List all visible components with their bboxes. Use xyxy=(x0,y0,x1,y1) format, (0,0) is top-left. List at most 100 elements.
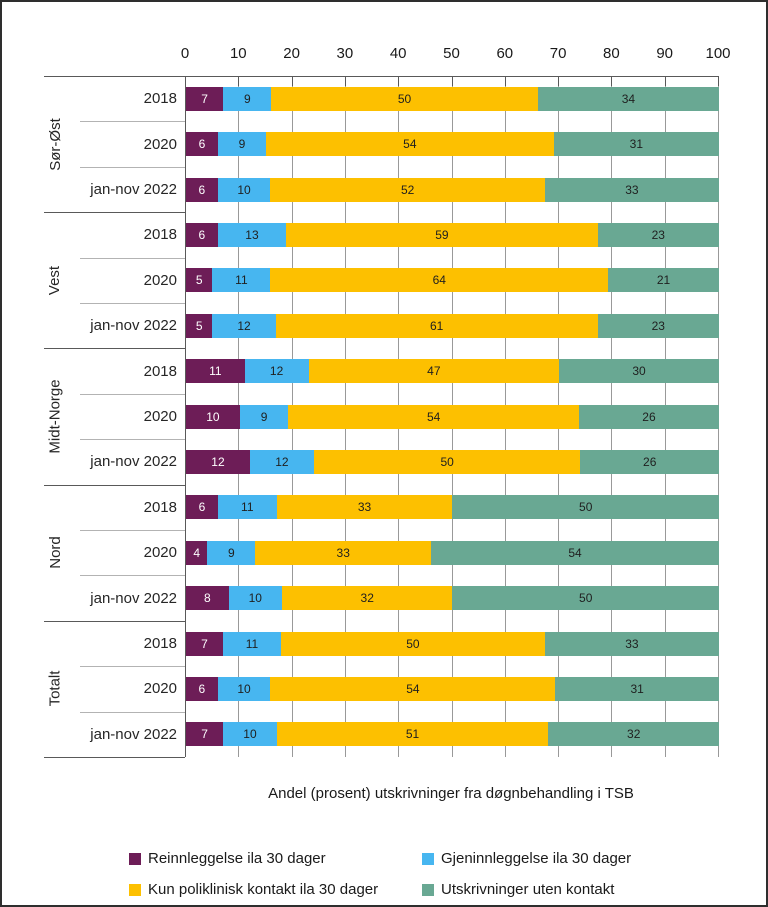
bar-segment: 9 xyxy=(223,86,272,111)
bar-segment: 13 xyxy=(217,222,287,247)
bar-segment: 11 xyxy=(186,359,245,384)
row-separator xyxy=(80,575,185,577)
bar-segment: 11 xyxy=(217,495,277,520)
bar-segment: 54 xyxy=(431,540,719,565)
bar-segment: 59 xyxy=(286,222,598,247)
row-separator xyxy=(80,530,185,531)
axis-tick xyxy=(611,76,613,86)
axis-tick xyxy=(291,76,293,86)
group-separator xyxy=(44,348,185,350)
group-label-text: Totalt xyxy=(46,670,64,707)
bar-segment: 21 xyxy=(608,268,719,293)
bar-segment: 12 xyxy=(186,449,250,474)
row-label: jan-nov 2022 xyxy=(90,453,177,471)
bar-segment: 10 xyxy=(217,177,271,202)
group-label-text: Vest xyxy=(46,265,64,295)
bar-segment: 23 xyxy=(597,313,719,338)
bar-segment: 9 xyxy=(217,132,266,157)
row-label: 2018 xyxy=(143,362,177,380)
bar-segment: 51 xyxy=(276,722,549,747)
bar-segment: 6 xyxy=(186,676,218,701)
bar-segment: 50 xyxy=(280,631,545,656)
x-tick-label: 80 xyxy=(603,45,620,62)
bar-segment: 50 xyxy=(271,86,538,111)
bar-segment: 6 xyxy=(186,177,218,202)
group-separator xyxy=(44,484,185,486)
axis-tick xyxy=(398,76,400,86)
bar-segment: 12 xyxy=(244,359,309,384)
bar-segment: 26 xyxy=(580,449,719,474)
bar-row: 4 9 33 54 xyxy=(186,540,719,565)
bar-row: 8 10 32 50 xyxy=(186,586,719,611)
x-axis-title: Andel (prosent) utskrivninger fra døgnbe… xyxy=(268,785,634,802)
bar-segment: 6 xyxy=(186,222,218,247)
axis-tick xyxy=(185,76,186,86)
bar-row: 6 9 54 31 xyxy=(186,132,719,157)
row-label: 2018 xyxy=(143,498,177,516)
bar-row: 7 10 51 32 xyxy=(186,722,719,747)
bar-segment: 32 xyxy=(548,722,719,747)
x-tick-label: 10 xyxy=(229,45,247,62)
group-separator xyxy=(44,212,185,214)
bar-segment: 52 xyxy=(270,177,545,202)
row-label: 2020 xyxy=(143,407,177,425)
bar-segment: 4 xyxy=(186,540,208,565)
axis-tick xyxy=(504,76,506,86)
row-separator xyxy=(80,303,185,304)
row-label: 2018 xyxy=(143,634,177,652)
bar-segment: 34 xyxy=(537,86,719,111)
bar-segment: 12 xyxy=(249,449,314,474)
bar-segment: 7 xyxy=(186,631,223,656)
bar-row: 6 13 59 23 xyxy=(186,222,719,247)
bar-segment: 33 xyxy=(276,495,453,520)
row-separator xyxy=(80,711,185,713)
bar-segment: 10 xyxy=(186,404,240,429)
bar-row: 6 10 54 31 xyxy=(186,676,719,701)
x-tick-label: 20 xyxy=(283,45,300,62)
x-tick-label: 0 xyxy=(180,45,190,62)
bar-segment: 61 xyxy=(275,313,598,338)
x-tick-label: 90 xyxy=(656,45,674,62)
row-separator xyxy=(80,166,185,168)
axis-tick xyxy=(718,76,719,86)
x-tick-label: 70 xyxy=(549,45,567,62)
axis-tick xyxy=(344,76,346,86)
row-label: 2020 xyxy=(143,680,177,698)
row-label: 2018 xyxy=(143,90,177,108)
bar-segment: 33 xyxy=(544,177,719,202)
row-label: 2020 xyxy=(143,544,177,562)
axis-tick xyxy=(558,76,560,86)
bar-segment: 7 xyxy=(186,86,224,111)
bar-segment: 50 xyxy=(452,586,719,611)
bar-row: 5 11 64 21 xyxy=(186,268,719,293)
bar-row: 10 9 54 26 xyxy=(186,404,719,429)
bar-segment: 6 xyxy=(186,132,218,157)
bar-segment: 5 xyxy=(186,313,213,338)
bar-segment: 23 xyxy=(597,222,719,247)
x-tick-label: 50 xyxy=(443,45,460,62)
row-label: jan-nov 2022 xyxy=(90,180,177,198)
bar-segment: 12 xyxy=(212,313,276,338)
row-separator xyxy=(80,439,185,441)
bar-row: 11 12 47 30 xyxy=(186,359,719,384)
bar-segment: 50 xyxy=(313,449,581,474)
bar-segment: 33 xyxy=(544,631,719,656)
x-tick-label: 100 xyxy=(705,45,731,62)
bar-segment: 33 xyxy=(255,540,432,565)
bar-segment: 8 xyxy=(186,586,229,611)
x-tick-label: 40 xyxy=(389,45,407,62)
bar-segment: 54 xyxy=(270,676,556,701)
axis-tick xyxy=(238,76,240,86)
x-tick-label: 60 xyxy=(496,45,514,62)
row-label: 2018 xyxy=(143,226,177,244)
bar-segment: 6 xyxy=(186,495,218,520)
bar-segment: 31 xyxy=(555,676,719,701)
bar-segment: 9 xyxy=(207,540,256,565)
bar-row: 7 11 50 33 xyxy=(186,631,719,656)
row-label: jan-nov 2022 xyxy=(90,589,177,607)
bar-segment: 26 xyxy=(579,404,719,429)
bar-segment: 5 xyxy=(186,268,213,293)
bar-row: 5 12 61 23 xyxy=(186,313,719,338)
